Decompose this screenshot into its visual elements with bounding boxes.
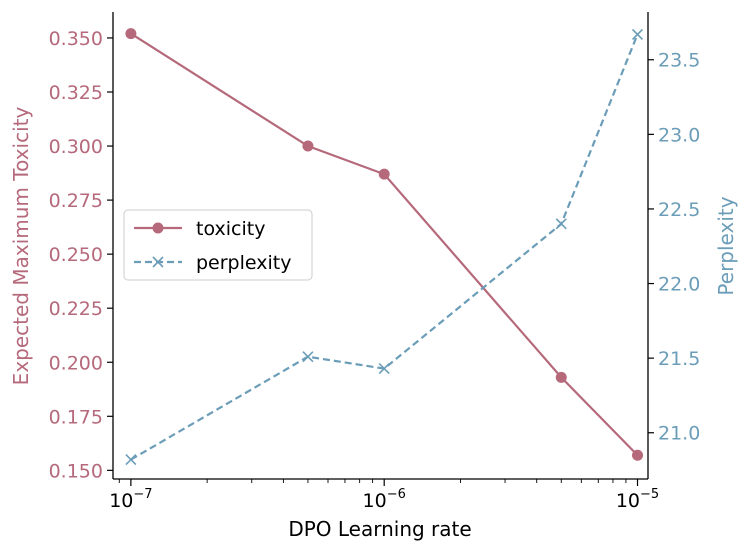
y-left-tick-label: 0.300 (49, 136, 103, 158)
x-tick-label: 10−7 (109, 487, 152, 512)
x-tick-base: 10 (109, 490, 133, 512)
y-right-tick-label: 22.0 (658, 274, 700, 296)
x-axis-label: DPO Learning rate (288, 517, 471, 541)
x-tick-exponent: −7 (133, 487, 152, 502)
legend-toxicity-label: toxicity (196, 218, 265, 240)
data-point-toxicity (378, 168, 390, 180)
legend-perplexity-marker (152, 256, 164, 268)
ticks-layer: 0.150 0.175 0.200 0.225 0.250 0.275 0.300 0.325… (49, 28, 701, 512)
data-point-perplexity (555, 218, 567, 230)
x-tick-base: 10 (363, 490, 387, 512)
y-right-tick-label: 23.0 (658, 124, 700, 146)
series-layer (125, 28, 644, 466)
data-point-toxicity (555, 371, 567, 383)
x-tick-label: 10−6 (363, 487, 406, 512)
y-left-tick-label: 0.350 (49, 28, 103, 50)
x-tick-base: 10 (616, 490, 640, 512)
data-point-perplexity (378, 363, 390, 375)
y-right-tick-label: 21.5 (658, 348, 700, 370)
y-left-tick-label: 0.225 (49, 298, 103, 320)
x-tick-exponent: −5 (640, 487, 659, 502)
y-left-tick-label: 0.150 (49, 460, 103, 482)
legend-toxicity-marker (152, 222, 164, 234)
legend-perplexity-label: perplexity (196, 252, 291, 274)
y-right-tick-label: 21.0 (658, 423, 700, 445)
legend: toxicity perplexity (123, 209, 313, 281)
axes (112, 12, 649, 480)
y-left-tick-label: 0.175 (49, 406, 103, 428)
y-left-tick-label: 0.250 (49, 244, 103, 266)
x-tick-label: 10−5 (616, 487, 659, 512)
x-tick-exponent: −6 (387, 487, 406, 502)
y-right-tick-label: 22.5 (658, 199, 700, 221)
y-axis-right-label: Perplexity (714, 196, 738, 295)
y-left-tick-label: 0.275 (49, 190, 103, 212)
data-point-toxicity (302, 140, 314, 152)
data-point-toxicity (632, 449, 644, 461)
y-right-tick-label: 23.5 (658, 50, 700, 72)
data-point-perplexity (631, 28, 644, 40)
data-point-toxicity (125, 28, 137, 40)
y-axis-left-label: Expected Maximum Toxicity (9, 107, 33, 386)
y-left-tick-label: 0.325 (49, 82, 103, 104)
data-point-perplexity (302, 351, 314, 363)
y-left-tick-label: 0.200 (49, 352, 103, 374)
data-point-perplexity (125, 454, 137, 466)
